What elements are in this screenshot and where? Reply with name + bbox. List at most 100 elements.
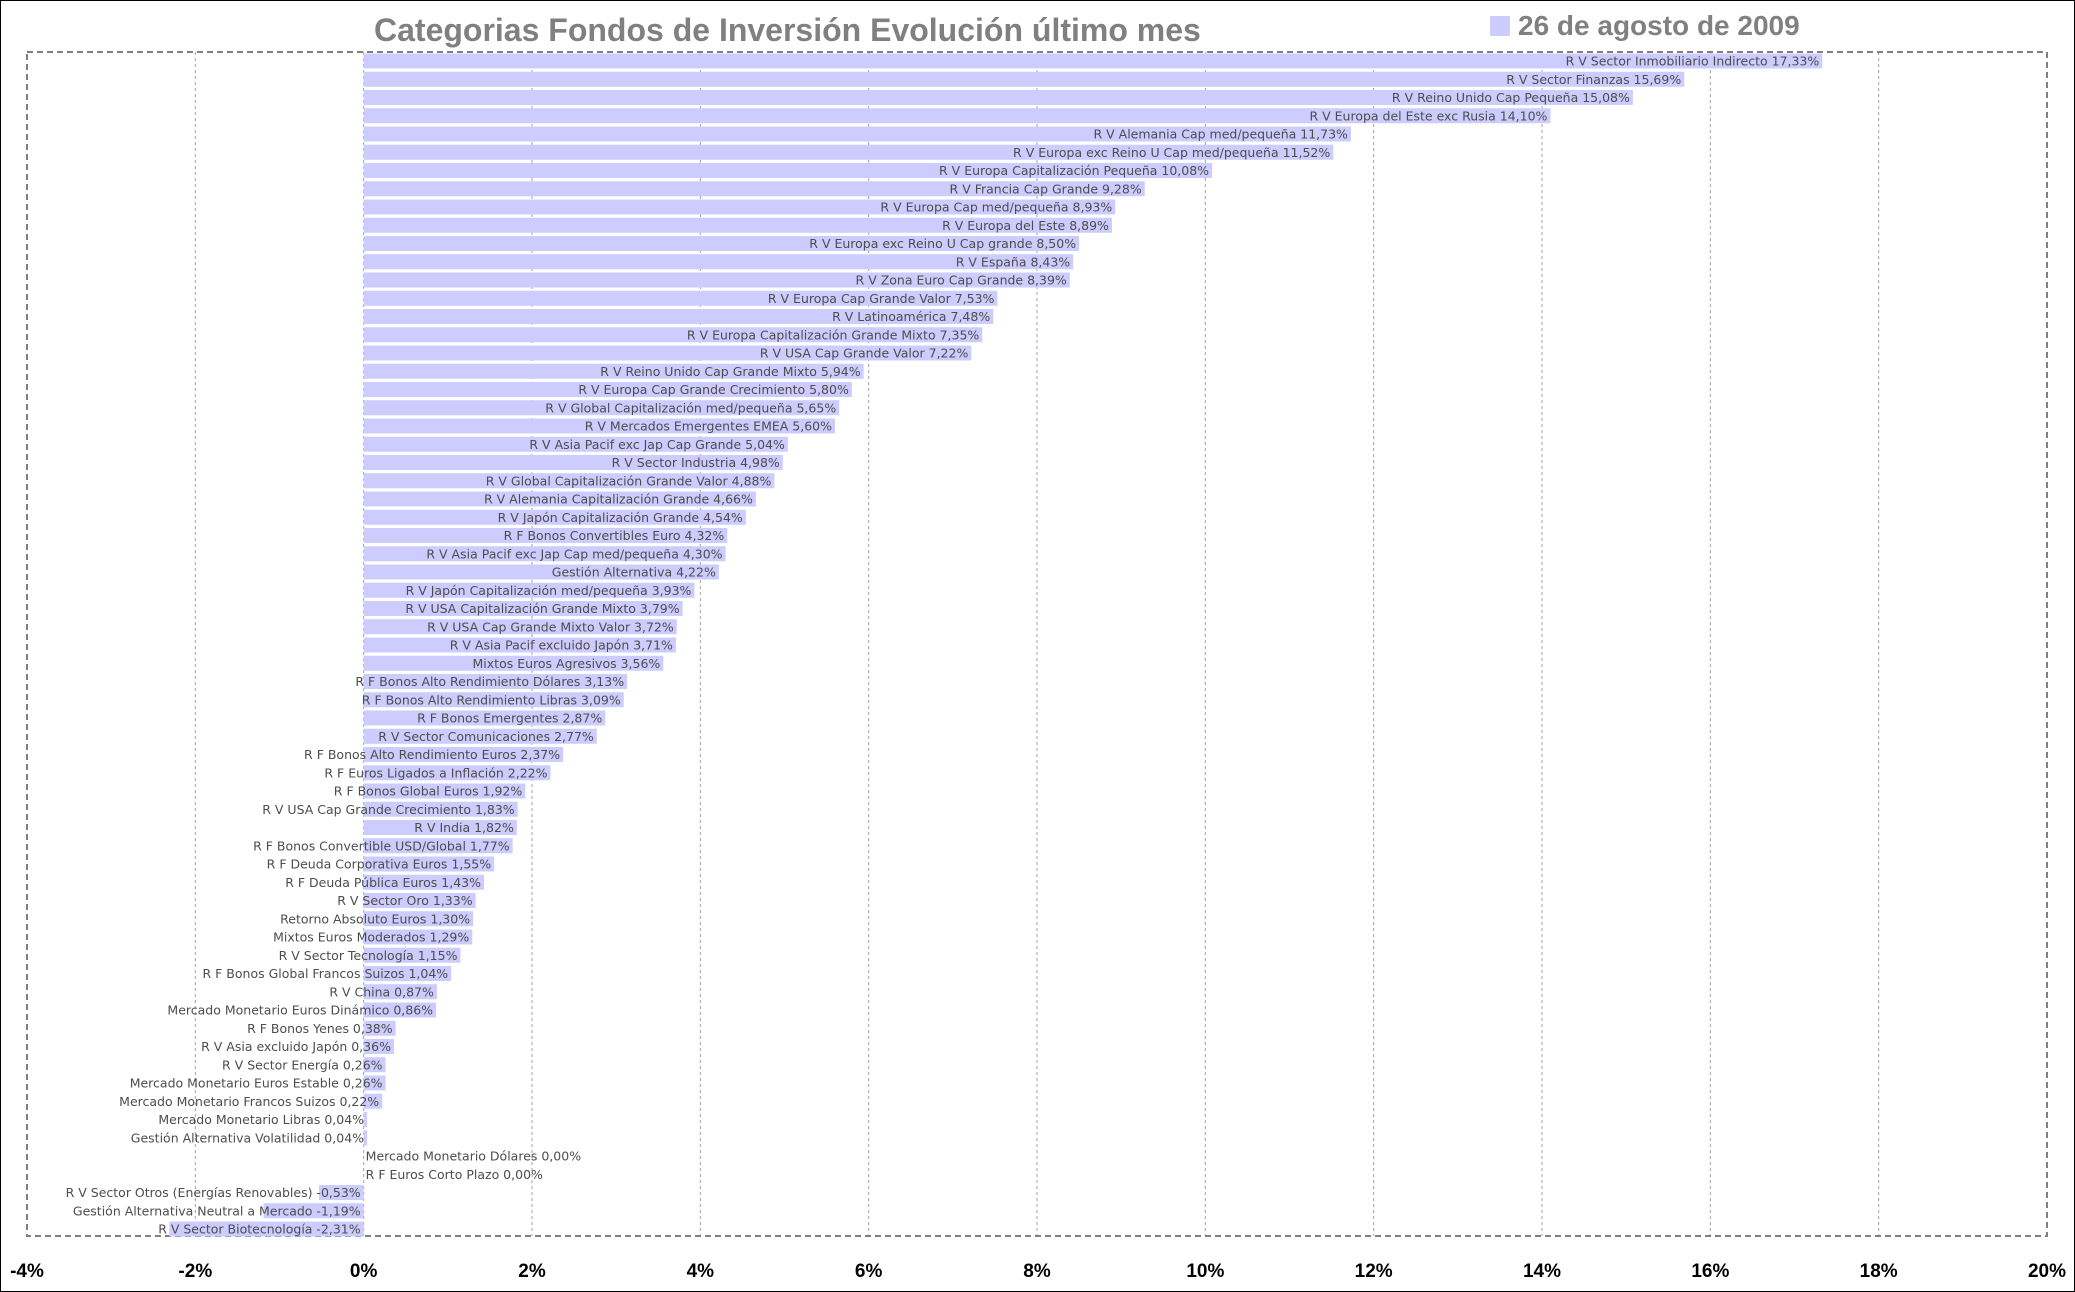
- data-label: R V Asia excluido Japón 0,36%: [201, 1039, 391, 1054]
- bar: [363, 820, 517, 835]
- data-label: R V Sector Industria 4,98%: [612, 455, 780, 470]
- x-tick-label: -4%: [10, 1261, 44, 1282]
- data-label: R F Bonos Global Francos Suizos 1,04%: [202, 966, 448, 981]
- bar: [363, 1075, 386, 1091]
- bar: [363, 327, 983, 343]
- data-label: R V Mercados Emergentes EMEA 5,60%: [585, 419, 832, 434]
- data-label: R V India 1,82%: [414, 820, 514, 835]
- data-label: Gestión Alternativa 4,22%: [552, 565, 716, 580]
- data-label: R V Alemania Cap med/pequeña 11,73%: [1093, 127, 1348, 142]
- bar: [363, 309, 994, 324]
- data-label: R V Sector Energía 0,26%: [222, 1057, 383, 1072]
- data-label: Mercado Monetario Euros Estable 0,26%: [130, 1076, 383, 1091]
- data-label: Gestión Alternativa Neutral a Mercado -1…: [73, 1203, 361, 1218]
- legend: 26 de agosto de 2009: [1490, 10, 1800, 42]
- bar: [363, 874, 485, 890]
- data-label: R V Europa Cap med/pequeña 8,93%: [880, 200, 1112, 215]
- data-label: R V Europa del Este exc Rusia 14,10%: [1309, 108, 1547, 123]
- bar: [363, 53, 1823, 69]
- bar: [363, 382, 852, 397]
- x-tick-label: 18%: [1860, 1261, 1898, 1282]
- data-label: R V USA Cap Grande Mixto Valor 3,72%: [427, 619, 674, 634]
- bar: [363, 509, 746, 525]
- data-label: R V Sector Tecnología 1,15%: [279, 948, 458, 963]
- x-tick-label: 4%: [687, 1261, 715, 1282]
- data-label: R V Francia Cap Grande 9,28%: [950, 181, 1142, 196]
- bar: [363, 765, 551, 781]
- x-tick-label: 0%: [350, 1261, 378, 1282]
- bar: [363, 728, 597, 744]
- bar: [363, 692, 624, 708]
- data-label: R V España 8,43%: [956, 254, 1071, 269]
- bar: [169, 1221, 364, 1237]
- data-label: R V Europa exc Reino U Cap med/pequeña 1…: [1013, 145, 1330, 160]
- data-label: R V Sector Otros (Energías Renovables) -…: [66, 1185, 361, 1200]
- bar: [363, 947, 461, 963]
- data-label: R V Zona Euro Cap Grande 8,39%: [856, 273, 1067, 288]
- x-tick-label: 10%: [1186, 1261, 1224, 1282]
- bar: [363, 619, 677, 635]
- data-label: R F Bonos Convertible USD/Global 1,77%: [253, 838, 510, 853]
- bar: [363, 71, 1685, 87]
- data-label: R V USA Cap Grande Valor 7,22%: [760, 346, 969, 361]
- data-label: R V Global Capitalización med/pequeña 5,…: [545, 400, 836, 415]
- data-label: R F Euros Ligados a Inflación 2,22%: [324, 765, 547, 780]
- x-tick-label: 8%: [1023, 1261, 1051, 1282]
- data-label: R V Global Capitalización Grande Valor 4…: [486, 473, 772, 488]
- data-label: R V Europa Capitalización Grande Mixto 7…: [687, 327, 980, 342]
- legend-swatch: [1490, 16, 1510, 36]
- bar: [363, 363, 864, 379]
- bar: [363, 911, 474, 927]
- bar: [363, 674, 628, 689]
- bar: [363, 199, 1116, 215]
- bar: [363, 929, 473, 945]
- x-tick-label: -2%: [178, 1261, 212, 1282]
- bar: [363, 272, 1070, 288]
- bar: [363, 747, 564, 762]
- data-label: R V Europa del Este 8,89%: [942, 218, 1109, 233]
- data-label: R F Bonos Alto Rendimiento Dólares 3,13%: [355, 674, 624, 689]
- x-tick-label: 20%: [2028, 1261, 2066, 1282]
- bar: [363, 1112, 368, 1127]
- plot-area-border: [26, 51, 2048, 1237]
- bar: [363, 217, 1112, 233]
- bar: [363, 801, 518, 817]
- bar: [363, 90, 1633, 105]
- data-label: Mercado Monetario Francos Suizos 0,22%: [119, 1094, 379, 1109]
- data-label: Mercado Monetario Euros Dinámico 0,86%: [167, 1003, 433, 1018]
- bar: [363, 984, 437, 1000]
- bar: [363, 966, 452, 981]
- data-label: R F Bonos Emergentes 2,87%: [417, 711, 602, 726]
- bar: [363, 655, 664, 671]
- data-label: R F Deuda Pública Euros 1,43%: [285, 875, 481, 890]
- data-label: R F Bonos Alto Rendimiento Libras 3,09%: [362, 692, 621, 707]
- chart-title: Categorias Fondos de Inversión Evolución…: [374, 12, 1201, 48]
- data-label: Mercado Monetario Dólares 0,00%: [366, 1149, 582, 1164]
- bar: [363, 601, 683, 616]
- bar: [363, 455, 783, 470]
- bar: [363, 108, 1551, 124]
- bar: [363, 1093, 383, 1109]
- data-label: R V Asia Pacif exc Jap Cap med/pequeña 4…: [426, 546, 722, 561]
- x-tick-label: 14%: [1523, 1261, 1561, 1282]
- data-label: Gestión Alternativa Volatilidad 0,04%: [131, 1130, 364, 1145]
- data-label: R V USA Cap Grande Crecimiento 1,83%: [262, 802, 515, 817]
- bar: [363, 1002, 437, 1018]
- data-label: R V Latinoamérica 7,48%: [832, 309, 990, 324]
- data-label: R F Bonos Yenes 0,38%: [247, 1021, 393, 1036]
- data-label: R V Sector Oro 1,33%: [337, 893, 472, 908]
- data-label: R V Japón Capitalización Grande 4,54%: [498, 510, 743, 525]
- data-label: R V Sector Inmobiliario Indirecto 17,33%: [1566, 54, 1820, 69]
- x-tick-label: 16%: [1691, 1261, 1729, 1282]
- bar: [363, 710, 606, 726]
- bar: [363, 418, 835, 434]
- data-label: Mercado Monetario Libras 0,04%: [158, 1112, 364, 1127]
- bar: [363, 856, 495, 872]
- data-label: R F Bonos Convertibles Euro 4,32%: [504, 528, 725, 543]
- data-label: R V Japón Capitalización med/pequeña 3,9…: [406, 583, 692, 598]
- data-label: R V Europa Capitalización Pequeña 10,08%: [939, 163, 1209, 178]
- data-label: R V Europa Cap Grande Crecimiento 5,80%: [578, 382, 849, 397]
- data-label: R F Bonos Alto Rendimiento Euros 2,37%: [304, 747, 560, 762]
- data-label: R V Europa Cap Grande Valor 7,53%: [768, 291, 995, 306]
- data-label: Mixtos Euros Agresivos 3,56%: [473, 656, 661, 671]
